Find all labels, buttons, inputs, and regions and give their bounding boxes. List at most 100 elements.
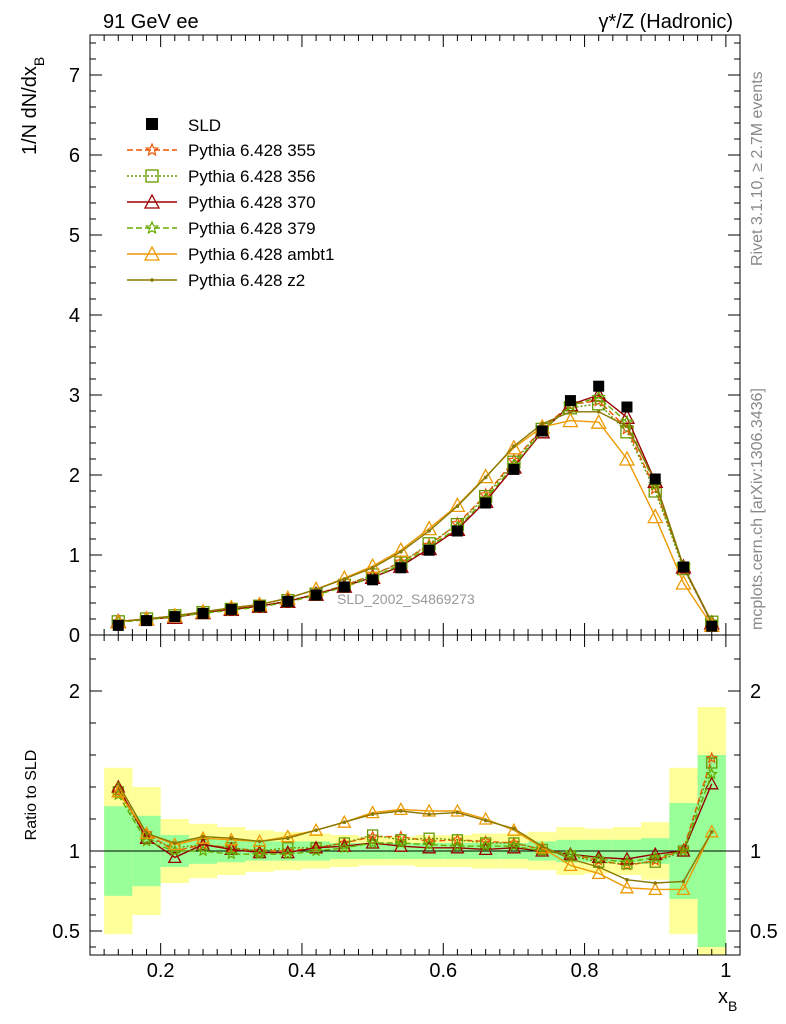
series-marker <box>653 881 658 885</box>
series-marker <box>451 839 464 852</box>
series-marker <box>394 836 408 849</box>
series-marker <box>370 812 375 816</box>
series-marker <box>505 439 523 455</box>
series-marker <box>365 805 380 819</box>
series-marker <box>483 475 488 480</box>
data-point <box>593 380 605 392</box>
series-marker <box>338 836 351 849</box>
ratio-line <box>117 783 713 884</box>
series-marker <box>257 839 262 844</box>
series-marker <box>705 751 718 764</box>
series-marker <box>512 444 516 449</box>
x-tick-label: 1 <box>720 960 731 982</box>
series-line <box>118 396 713 623</box>
series-marker <box>620 855 634 868</box>
legend-label: Pythia 6.428 356 <box>188 167 316 186</box>
y-tick-label: 3 <box>69 385 80 407</box>
watermark: SLD_2002_S4869273 <box>337 591 475 607</box>
series-marker <box>144 220 160 235</box>
data-point <box>254 600 266 612</box>
series-marker <box>675 574 692 590</box>
series-marker <box>427 812 431 816</box>
mcplots-label: mcplots.cern.ch [arXiv:1306.3436] <box>749 388 766 630</box>
header-left-label: 91 GeV ee <box>103 11 199 33</box>
series-marker <box>196 844 210 857</box>
series-marker <box>563 858 578 872</box>
main-panel: 0 1 2 3 4 5 6 7 1/N dN/dxB SLD Pythia 6.428 355 Pyt… <box>19 34 741 647</box>
series-marker <box>705 767 718 780</box>
series-marker <box>422 838 436 850</box>
series-line <box>118 399 713 623</box>
data-point <box>536 425 548 437</box>
y-tick-label: 1 <box>69 545 80 567</box>
series-marker <box>224 847 238 860</box>
legend-label: SLD <box>188 116 221 135</box>
series-marker <box>619 880 635 894</box>
ratio-line <box>117 783 713 860</box>
series-marker <box>625 424 629 429</box>
series-marker <box>338 841 351 854</box>
ratio-y-tick-label-right: 0.5 <box>750 921 778 943</box>
series-marker <box>540 422 544 426</box>
series-marker <box>506 453 522 467</box>
series-marker <box>449 497 466 513</box>
series-marker <box>280 829 295 843</box>
ratio-line <box>117 757 713 867</box>
legend-label: Pythia 6.428 379 <box>188 219 316 238</box>
series-marker <box>540 844 544 848</box>
ratio-y-tick-label-left: 1 <box>69 841 80 863</box>
series-marker <box>229 836 234 840</box>
data-point <box>310 589 322 601</box>
data-point <box>169 611 181 623</box>
legend-label: Pythia 6.428 z2 <box>188 271 305 290</box>
ratio-series-5 <box>116 782 714 885</box>
y-tick-label: 4 <box>69 305 80 327</box>
data-point <box>451 525 463 537</box>
series-marker <box>143 193 161 209</box>
series-marker <box>195 837 211 851</box>
data-point <box>225 603 237 615</box>
series-marker <box>455 810 460 815</box>
series-marker <box>370 566 375 570</box>
ratio-line <box>117 791 713 891</box>
series-marker <box>450 803 465 817</box>
series-marker <box>590 386 607 402</box>
series-marker <box>399 809 403 813</box>
series-marker <box>309 844 323 857</box>
series-marker <box>681 879 686 884</box>
series-marker <box>167 837 182 851</box>
data-point <box>197 607 209 619</box>
series-marker <box>568 410 573 414</box>
series-marker <box>647 508 664 524</box>
series-marker <box>618 450 636 466</box>
series-marker <box>709 830 714 834</box>
series-marker <box>568 857 573 861</box>
x-tick-label: 0.4 <box>288 960 316 982</box>
data-point <box>564 395 576 407</box>
data-point <box>649 473 661 485</box>
series-marker <box>592 852 606 865</box>
series-marker <box>366 829 379 841</box>
series-line <box>118 403 713 623</box>
series-marker <box>427 529 431 533</box>
series-marker <box>507 839 521 852</box>
ratio-y-axis-label: Ratio to SLD <box>23 750 40 841</box>
legend-label: Pythia 6.428 370 <box>188 193 316 212</box>
series-marker <box>116 782 121 786</box>
y-axis-label: 1/N dN/dxB <box>19 57 47 155</box>
x-tick-label: 0.6 <box>429 960 457 982</box>
series-marker <box>143 245 161 261</box>
header-right-label: γ*/Z (Hadronic) <box>599 11 733 33</box>
series-marker <box>625 878 629 882</box>
series-marker <box>423 832 435 844</box>
y-tick-label: 2 <box>69 465 80 487</box>
data-point <box>706 620 718 632</box>
series-marker <box>393 802 408 816</box>
series-marker <box>479 839 492 852</box>
series-marker <box>224 832 239 846</box>
series-marker <box>676 882 691 896</box>
series-marker <box>144 831 149 836</box>
series-marker <box>145 169 159 183</box>
series-marker <box>201 834 205 839</box>
data-point <box>367 574 379 586</box>
